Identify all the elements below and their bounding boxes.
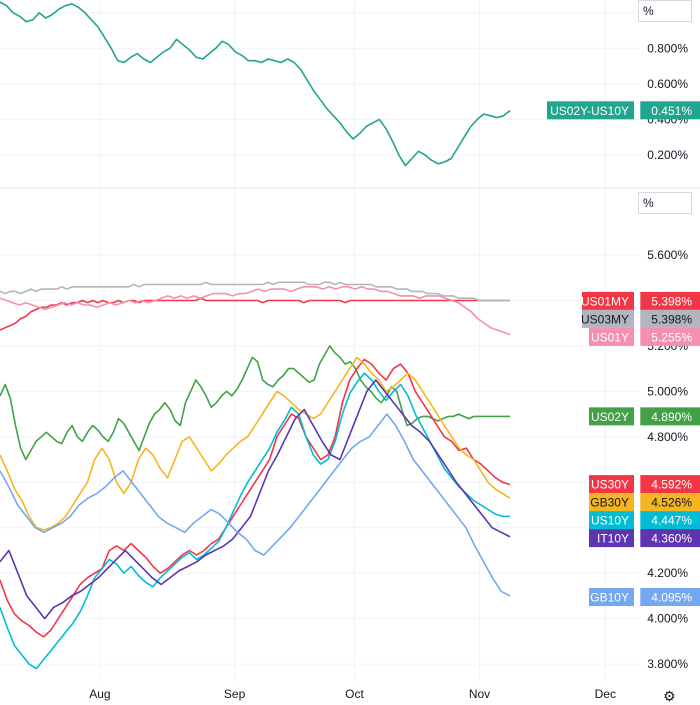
y-tick-label: 0.800% xyxy=(647,41,688,55)
x-tick-label: Aug xyxy=(89,687,110,701)
badge-value-bg xyxy=(640,529,700,548)
badge-value: 4.890% xyxy=(651,410,692,424)
badge-name-bg xyxy=(589,407,634,426)
y-tick-label: 4.200% xyxy=(647,566,688,580)
series-line-us30y xyxy=(0,358,511,638)
series-line-us02y-us10y xyxy=(0,1,511,167)
badge-value-bg xyxy=(640,407,700,426)
series-line-us03my xyxy=(0,281,510,302)
badge-name-bg xyxy=(589,588,634,607)
badge-value-bg xyxy=(640,327,700,346)
badge-name: US02Y-US10Y xyxy=(550,104,629,118)
badge-us10y: US10Y 4.447% xyxy=(589,511,700,530)
badge-name: GB10Y xyxy=(590,591,629,605)
badge-value-bg xyxy=(640,309,700,328)
badge-name: US01MY xyxy=(581,294,629,308)
badge-value: 0.451% xyxy=(651,104,692,118)
badge-us01my: US01MY 5.398% xyxy=(581,291,700,310)
badge-name: US03MY xyxy=(581,312,629,326)
badge-name: IT10Y xyxy=(597,532,629,546)
badge-name-bg xyxy=(547,101,634,120)
series-line-gb30y xyxy=(0,356,511,531)
x-tick-label: Dec xyxy=(595,687,616,701)
badge-name-bg xyxy=(589,475,634,494)
y-tick-label: 5.000% xyxy=(647,384,688,398)
badge-value-bg xyxy=(640,291,700,310)
x-tick-label: Nov xyxy=(469,687,490,701)
badge-us30y: US30Y 4.592% xyxy=(589,475,700,494)
y-tick-label: 4.800% xyxy=(647,430,688,444)
series-line-us01y xyxy=(0,285,511,336)
badge-value: 4.095% xyxy=(651,591,692,605)
badge-it10y: IT10Y 4.360% xyxy=(589,529,700,548)
series-line-it10y xyxy=(0,379,511,620)
badge-value: 5.398% xyxy=(651,294,692,308)
badge-name: US01Y xyxy=(591,330,629,344)
series-lines xyxy=(0,1,511,670)
badge-value: 4.592% xyxy=(651,478,692,492)
x-tick-label: Sep xyxy=(224,687,246,701)
badge-gb30y: GB30Y 4.526% xyxy=(589,493,700,512)
y-tick-label: 4.000% xyxy=(647,612,688,626)
badge-us03my: US03MY 5.398% xyxy=(581,309,700,328)
badge-name-bg xyxy=(589,529,634,548)
unit-label-bottom[interactable]: % xyxy=(638,192,692,214)
time-axis: Aug Sep Oct Nov Dec xyxy=(89,687,616,701)
badge-us02y: US02Y 4.890% xyxy=(589,407,700,426)
badge-name: US02Y xyxy=(591,410,629,424)
badge-value-bg xyxy=(640,475,700,494)
series-line-us01my xyxy=(0,297,510,331)
badge-value: 5.255% xyxy=(651,330,692,344)
badge-name-bg xyxy=(582,291,634,310)
badge-value-bg xyxy=(640,511,700,530)
badge-name-bg xyxy=(582,309,634,328)
y-tick-label: 5.600% xyxy=(647,248,688,262)
x-tick-label: Oct xyxy=(345,687,364,701)
badge-name: US10Y xyxy=(591,514,629,528)
badge-name: US30Y xyxy=(591,478,629,492)
badge-name-bg xyxy=(589,511,634,530)
series-line-us02y xyxy=(0,345,510,461)
badge-us02y-us10y: US02Y-US10Y 0.451% xyxy=(547,101,700,120)
badge-value-bg xyxy=(640,493,700,512)
badge-gb10y: GB10Y 4.095% xyxy=(589,588,700,607)
y-tick-label: 3.800% xyxy=(647,657,688,671)
badge-value: 4.360% xyxy=(651,532,692,546)
badge-value: 4.526% xyxy=(651,496,692,510)
badge-us01y: US01Y 5.255% xyxy=(589,327,700,346)
badge-value: 5.398% xyxy=(651,312,692,326)
badge-name: GB30Y xyxy=(590,496,629,510)
unit-label-top[interactable]: % xyxy=(638,0,692,22)
badge-value-bg xyxy=(640,101,700,120)
series-line-us10y xyxy=(0,372,510,670)
badge-value: 4.447% xyxy=(651,514,692,528)
gridlines xyxy=(0,0,640,682)
y-tick-label: 0.600% xyxy=(647,77,688,91)
gear-icon[interactable]: ⚙ xyxy=(663,688,676,704)
series-line-gb10y xyxy=(0,413,511,597)
badge-name-bg xyxy=(589,327,634,346)
badge-name-bg xyxy=(589,493,634,512)
last-value-badges: US02Y-US10Y 0.451% US01MY 5.398% US03MY 5.398… xyxy=(547,101,700,607)
y-tick-label: 0.200% xyxy=(647,148,688,162)
badge-value-bg xyxy=(640,588,700,607)
